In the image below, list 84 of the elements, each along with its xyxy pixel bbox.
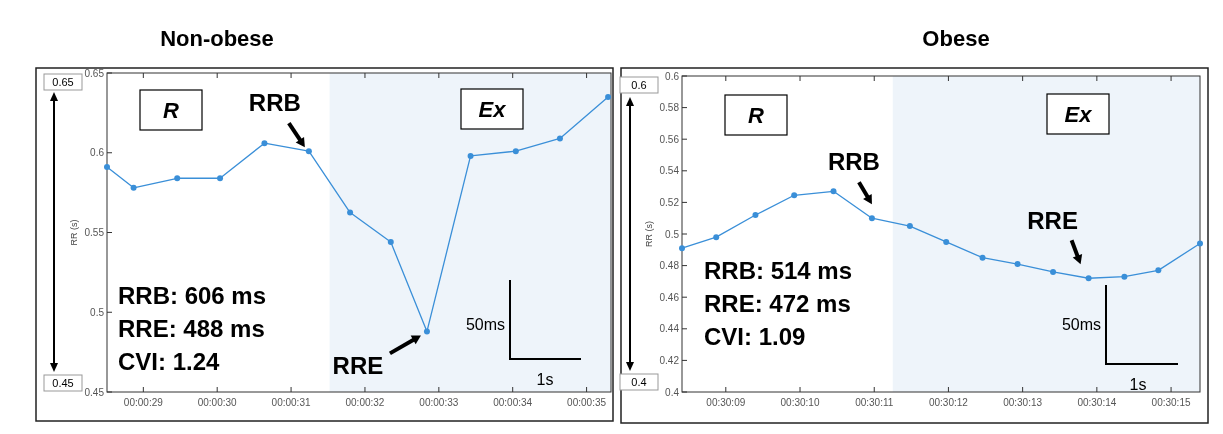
point xyxy=(1085,275,1092,282)
annotation: 1s xyxy=(1129,376,1147,393)
point xyxy=(605,93,612,100)
annotation: CVI: 1.24 xyxy=(118,348,221,375)
annotation: RRB: 514 ms xyxy=(704,257,853,284)
y-tick-label: 0.56 xyxy=(659,133,680,145)
annotation: R xyxy=(748,103,765,128)
y-tick-label: 0.5 xyxy=(665,228,680,240)
y-axis-title: RR (s) xyxy=(644,221,654,247)
point xyxy=(1155,267,1162,274)
y-tick-label: 0.45 xyxy=(84,386,105,398)
point xyxy=(423,328,430,335)
point xyxy=(713,234,720,241)
annotation: 50ms xyxy=(465,316,505,333)
x-tick-label: 00:30:09 xyxy=(706,397,746,408)
x-tick-label: 00:00:35 xyxy=(567,397,607,408)
text: 0.6 xyxy=(631,79,647,91)
point xyxy=(104,164,110,171)
y-tick-label: 0.54 xyxy=(659,165,680,177)
chart-title: Non-obese xyxy=(160,26,274,51)
y-tick-label: 0.6 xyxy=(90,147,105,159)
annotation: Ex xyxy=(478,97,507,122)
point xyxy=(467,152,474,159)
annotation: RRE xyxy=(332,352,384,380)
point xyxy=(906,223,913,230)
point xyxy=(868,215,875,222)
annotation: RRB xyxy=(248,89,301,117)
text: 0.45 xyxy=(52,377,74,389)
annotation: RRB xyxy=(827,148,880,176)
point xyxy=(1197,240,1203,247)
point xyxy=(943,238,950,245)
point xyxy=(305,148,312,155)
text: 0.65 xyxy=(52,76,74,88)
x-tick-label: 00:00:34 xyxy=(493,397,533,408)
x-tick-label: 00:00:30 xyxy=(197,397,238,408)
x-tick-label: 00:30:15 xyxy=(1151,397,1191,408)
x-tick-label: 00:30:11 xyxy=(855,397,894,408)
point xyxy=(556,135,563,142)
x-tick-label: 00:30:12 xyxy=(928,397,969,408)
point xyxy=(387,239,394,246)
x-tick-label: 00:30:10 xyxy=(780,397,820,408)
x-tick-label: 00:00:33 xyxy=(419,397,459,408)
x-tick-label: 00:00:29 xyxy=(123,397,164,408)
point xyxy=(261,140,268,147)
point xyxy=(752,212,759,219)
point xyxy=(174,175,181,182)
x-tick-label: 00:00:32 xyxy=(345,397,385,408)
x-tick-label: 00:30:13 xyxy=(1003,397,1043,408)
annotation: RRE: 472 ms xyxy=(704,290,851,317)
annotation: RRE xyxy=(1027,207,1078,235)
point xyxy=(830,188,837,195)
annotation: 50ms xyxy=(1061,316,1101,333)
annotation: CVI: 1.09 xyxy=(704,323,806,350)
annotation: RRB: 606 ms xyxy=(118,282,267,309)
x-tick-label: 00:30:14 xyxy=(1077,397,1117,408)
y-tick-label: 0.6 xyxy=(665,70,680,82)
annotation: RRE: 488 ms xyxy=(118,315,265,342)
y-tick-label: 0.52 xyxy=(659,196,680,208)
y-tick-label: 0.4 xyxy=(665,386,680,398)
y-tick-label: 0.58 xyxy=(659,102,680,114)
annotation: R xyxy=(163,98,180,123)
point xyxy=(979,254,986,261)
y-axis-title: RR (s) xyxy=(69,219,79,246)
point xyxy=(1014,261,1021,268)
chart-title: Obese xyxy=(922,26,990,51)
y-tick-label: 0.65 xyxy=(84,67,105,79)
y-tick-label: 0.44 xyxy=(659,323,680,335)
annotation: Ex xyxy=(1064,102,1093,127)
y-tick-label: 0.48 xyxy=(659,260,680,272)
y-tick-label: 0.5 xyxy=(90,306,105,318)
point xyxy=(679,245,685,252)
point xyxy=(1121,273,1128,280)
point xyxy=(512,148,519,155)
annotation: 1s xyxy=(536,371,554,388)
y-tick-label: 0.42 xyxy=(659,354,680,366)
x-tick-label: 00:00:31 xyxy=(271,397,311,408)
y-tick-label: 0.46 xyxy=(659,291,680,303)
point xyxy=(347,209,354,216)
point xyxy=(1050,268,1057,275)
y-tick-label: 0.55 xyxy=(84,227,105,238)
point xyxy=(791,192,798,199)
point xyxy=(130,184,137,191)
point xyxy=(217,175,224,182)
text: 0.4 xyxy=(631,376,647,388)
